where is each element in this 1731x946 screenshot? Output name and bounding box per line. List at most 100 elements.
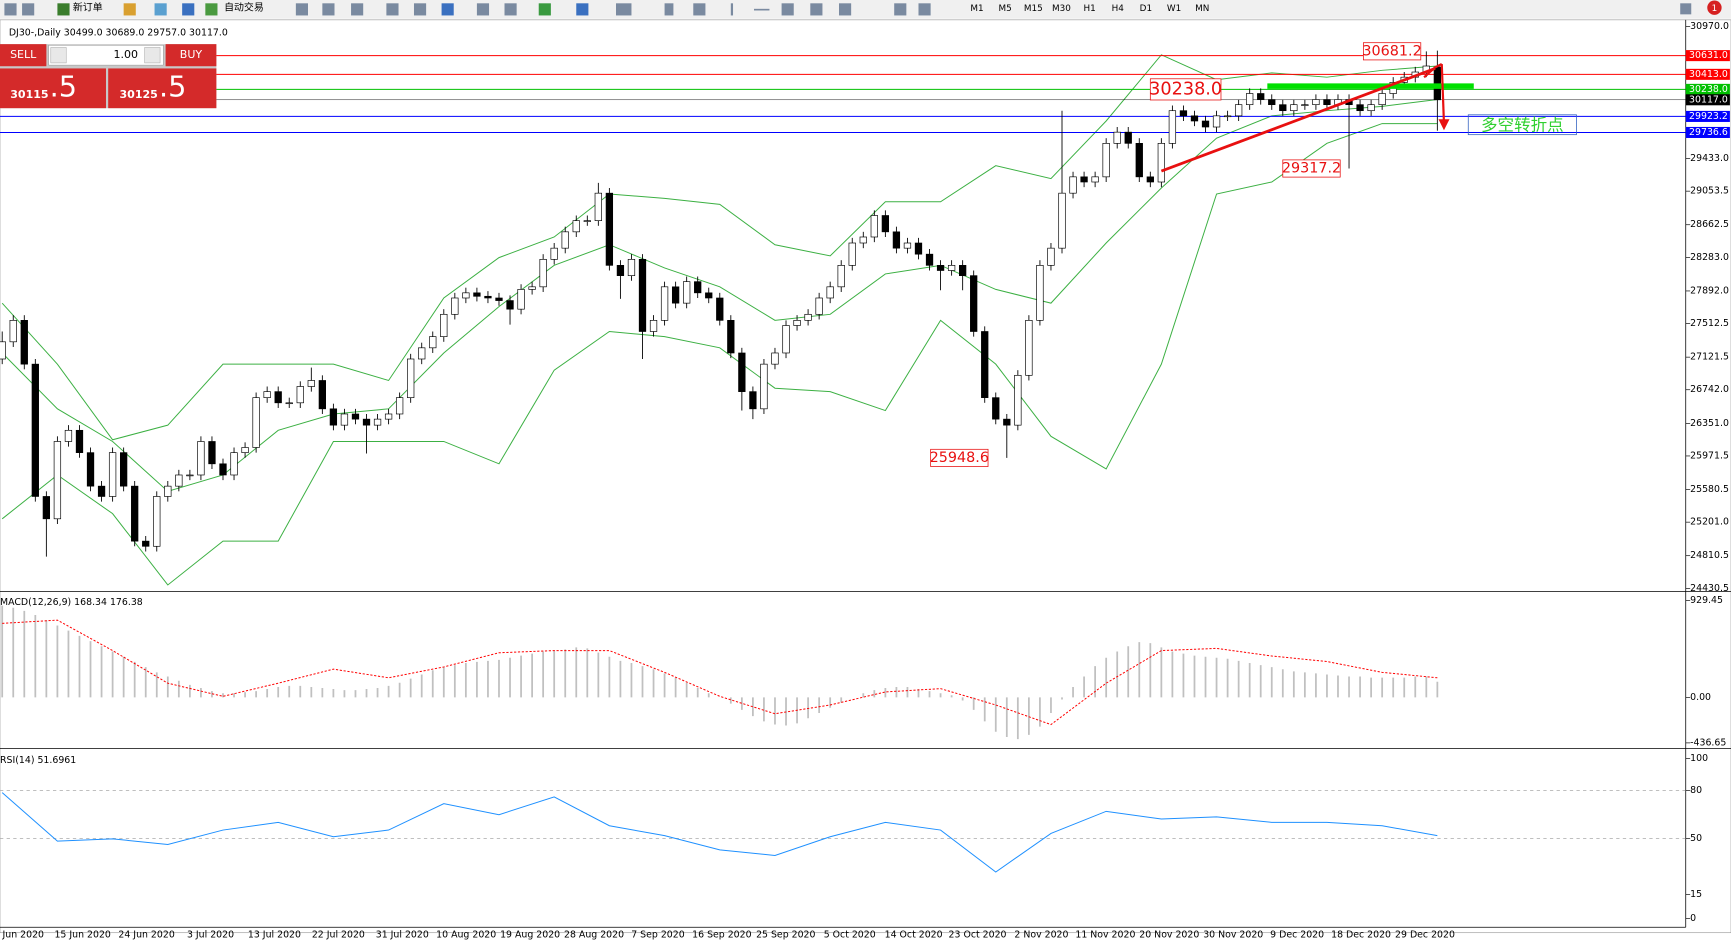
new-order[interactable]: 新订单 <box>73 1 103 14</box>
timeframe-button[interactable]: H1 <box>1083 4 1095 14</box>
icon[interactable] <box>810 3 823 16</box>
price-label: 30238.0 <box>1689 84 1728 95</box>
timeframe-button[interactable]: M30 <box>1052 4 1071 14</box>
y-tick-label: 100 <box>1690 753 1708 764</box>
timeframe-button[interactable]: W1 <box>1167 4 1181 14</box>
icon[interactable] <box>4 3 17 16</box>
timeframe-button[interactable]: MN <box>1195 4 1209 14</box>
sell-price[interactable]: 30115 <box>10 88 48 101</box>
candle-body <box>892 231 901 249</box>
icon[interactable] <box>57 3 70 16</box>
icon[interactable] <box>894 3 907 16</box>
candle-body <box>1290 104 1298 112</box>
icon[interactable] <box>781 3 794 16</box>
timeframe-button[interactable]: D1 <box>1140 4 1152 14</box>
buy-button[interactable] <box>165 44 217 67</box>
sell-button[interactable] <box>0 44 47 67</box>
sell-price-big[interactable]: .5 <box>50 69 77 103</box>
candle-body <box>815 297 823 315</box>
icon[interactable] <box>730 3 734 16</box>
lot-value[interactable]: 1.00 <box>113 48 138 61</box>
icon[interactable] <box>154 3 167 16</box>
candle-body <box>20 320 28 365</box>
icon[interactable] <box>918 3 931 16</box>
notification-badge[interactable] <box>1707 0 1722 15</box>
icon[interactable] <box>616 3 632 16</box>
icon[interactable] <box>182 3 195 16</box>
icon[interactable] <box>22 3 35 16</box>
timeframe-button[interactable]: M5 <box>999 4 1012 14</box>
icon[interactable] <box>413 3 427 16</box>
icon[interactable] <box>754 8 770 11</box>
candle-body <box>782 325 790 354</box>
annotation: 30238.0 <box>1149 79 1222 99</box>
icon[interactable] <box>441 3 454 16</box>
y-tick-label: 929.45 <box>1690 595 1723 606</box>
price-label: 30631.0 <box>1689 50 1728 61</box>
x-tick-label: 4 Jun 2020 <box>0 929 44 940</box>
icon[interactable] <box>504 3 517 16</box>
icon[interactable] <box>693 3 706 16</box>
candle-body <box>252 397 260 448</box>
candle-body <box>119 452 128 487</box>
sell-price-box[interactable] <box>0 68 106 109</box>
lot-down[interactable] <box>50 47 67 64</box>
candle-body <box>285 402 293 405</box>
search-icon[interactable] <box>1680 3 1692 15</box>
icon[interactable] <box>538 3 551 16</box>
price-pane <box>0 50 1686 586</box>
candle-body <box>153 496 161 547</box>
candle-body <box>296 386 304 404</box>
buy-price-big[interactable]: .5 <box>159 69 186 103</box>
buy-label[interactable]: BUY <box>180 48 203 61</box>
candle-body <box>616 265 625 276</box>
icon[interactable] <box>351 3 364 16</box>
candle-body <box>1091 176 1099 183</box>
icon[interactable] <box>123 3 136 16</box>
candle-body <box>992 397 1000 420</box>
candle-body <box>870 215 878 238</box>
candle-body <box>1003 418 1011 426</box>
buy-price[interactable]: 30125 <box>120 88 158 101</box>
lot-up[interactable] <box>144 47 161 64</box>
candle-body <box>970 275 978 332</box>
candle-body <box>175 474 183 487</box>
auto-trade[interactable]: 自动交易 <box>224 1 264 14</box>
timeframe-button[interactable]: M15 <box>1024 4 1043 14</box>
candle-body <box>1212 115 1221 128</box>
candle-body <box>340 413 349 426</box>
y-tick-label: -436.65 <box>1690 737 1726 748</box>
icon[interactable] <box>295 3 309 16</box>
candle-body <box>1190 115 1199 122</box>
lot-input[interactable] <box>48 44 164 66</box>
timeframe-button[interactable]: H4 <box>1112 4 1125 14</box>
x-tick-label: 9 Dec 2020 <box>1270 929 1324 940</box>
candle-body <box>0 341 6 360</box>
candle-body <box>881 215 890 233</box>
candle-body <box>1036 265 1044 321</box>
candle-body <box>925 253 934 266</box>
sell-label[interactable]: SELL <box>10 48 37 61</box>
candle-body <box>1301 104 1309 106</box>
toolbar <box>0 0 1731 19</box>
icon[interactable] <box>322 3 335 16</box>
buy-price-box[interactable] <box>108 68 217 109</box>
price-label: 29923.2 <box>1689 111 1728 122</box>
icon[interactable] <box>476 3 490 16</box>
candle-body <box>451 297 459 315</box>
timeframe-button[interactable]: M1 <box>970 4 983 14</box>
icon[interactable] <box>386 3 399 16</box>
icon[interactable] <box>664 3 674 16</box>
icon[interactable] <box>205 3 218 16</box>
x-tick-label: 18 Dec 2020 <box>1331 929 1391 940</box>
candle-body <box>981 331 989 398</box>
x-tick-label: 28 Aug 2020 <box>564 929 624 940</box>
candle-body <box>86 452 95 487</box>
icon[interactable] <box>576 3 589 16</box>
icon[interactable] <box>839 3 852 16</box>
candle-body <box>1234 104 1243 117</box>
candle-body <box>638 258 647 332</box>
candle-body <box>671 286 680 304</box>
price-label: 30117.0 <box>1689 94 1728 105</box>
candle-body <box>9 320 17 343</box>
